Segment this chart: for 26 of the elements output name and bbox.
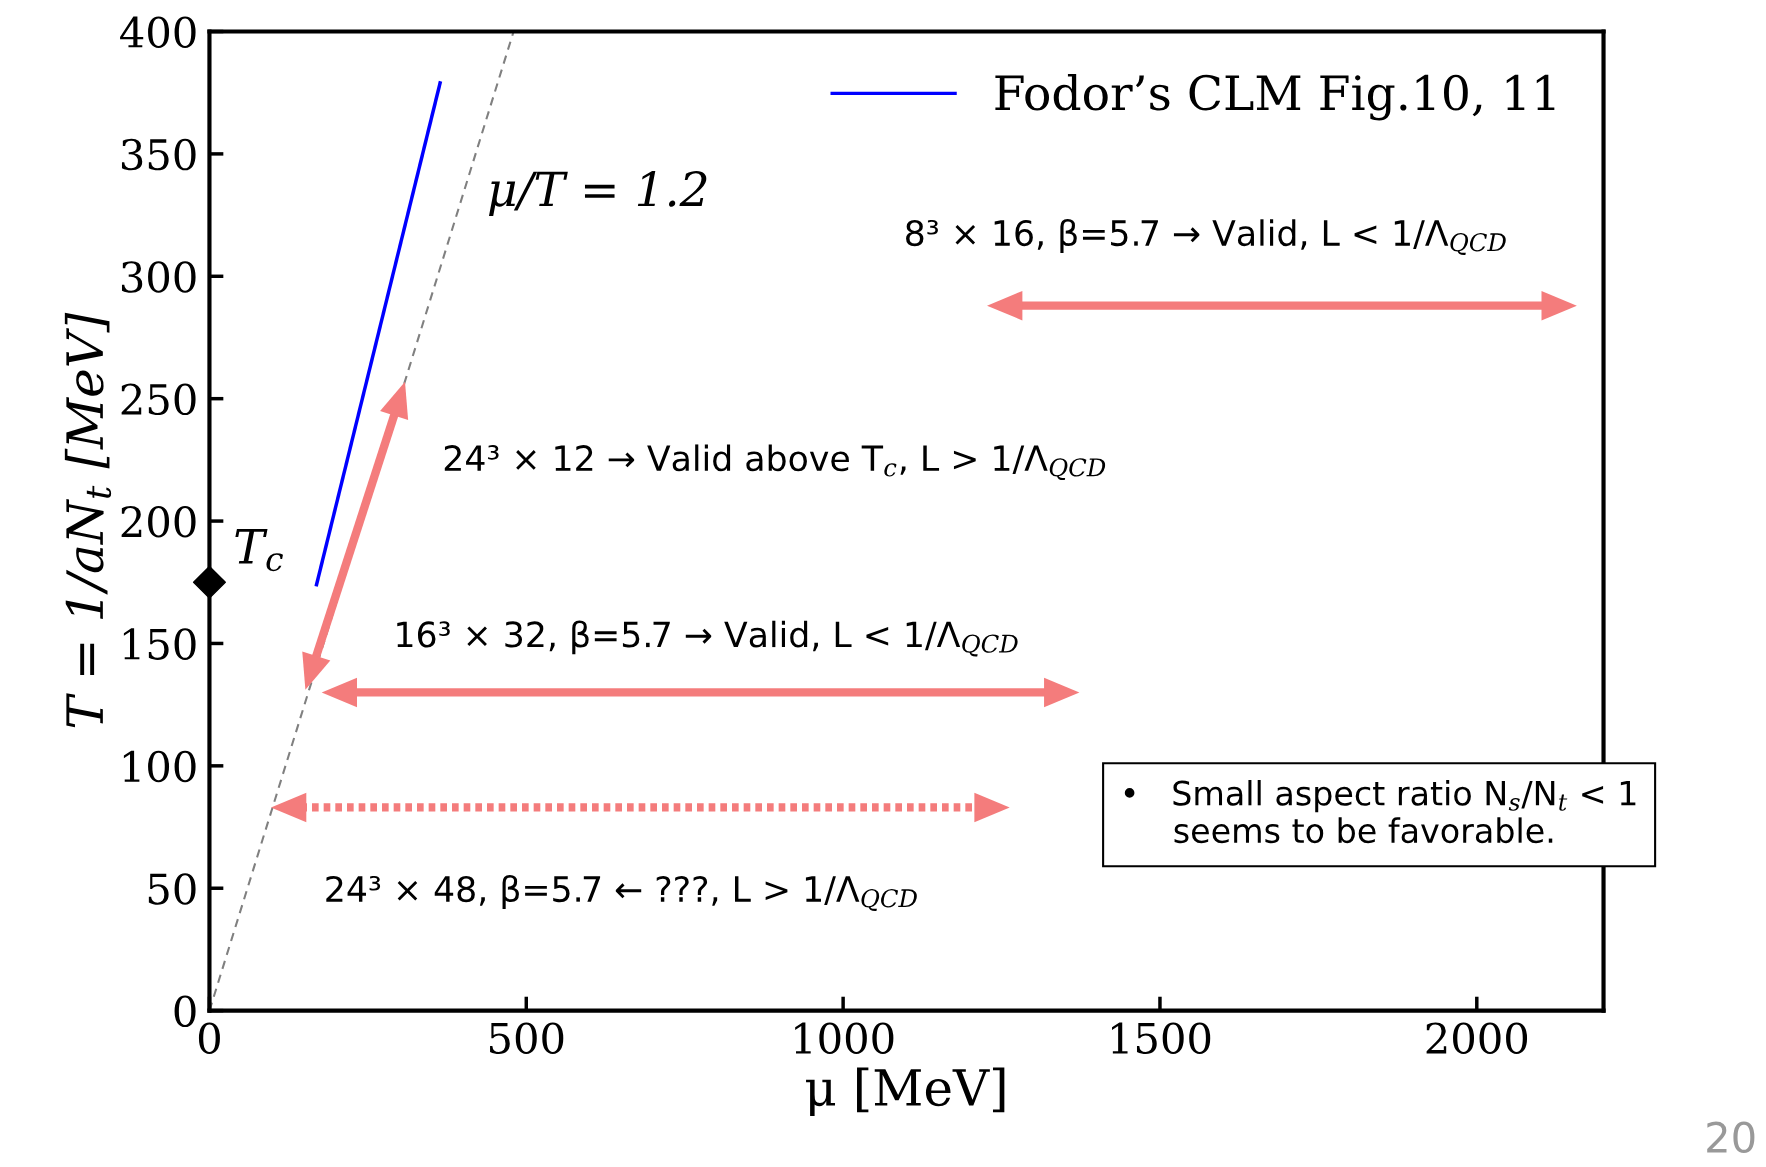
y-axis-title: T = 1/aN$_{t}$ [MeV] (64, 312, 112, 728)
x-tick-label: 2000 (1426, 1022, 1528, 1054)
y-tick-label: 300 (121, 261, 196, 293)
x-axis-title: μ [MeV] (806, 1067, 1005, 1116)
y-tick-label: 50 (148, 873, 196, 905)
legend-label: Fodor’s CLM Fig.10, 11 (995, 74, 1555, 121)
annotation: 8³ × 16, β=5.7 → Valid, L < 1/Λ$_{QCD}$ (906, 219, 1506, 255)
y-tick-label: 150 (123, 628, 196, 660)
y-tick-label: 400 (120, 16, 196, 48)
y-tick-label: 350 (121, 138, 196, 171)
y-tick-label: 250 (121, 383, 196, 416)
annotation: T$_{c}$ (235, 529, 283, 572)
annotation: • Small aspect ratio N$_{s}$/N$_{t}$ < 1 seems to be favorable. (1124, 779, 1636, 844)
annotation: 16³ × 32, β=5.7 → Valid, L < 1/Λ$_{QCD}$ (397, 620, 1018, 657)
point (192, 565, 226, 599)
x-tick-label: 500 (490, 1022, 564, 1054)
y-tick-label: 200 (121, 505, 196, 538)
annotation: 24³ × 48, β=5.7 ← ???, L > 1/Λ$_{QCD}$ (326, 875, 917, 911)
x-tick-label: 0 (198, 1022, 220, 1054)
annotation: μ/T = 1.2 (488, 171, 707, 216)
x-tick-label: 1000 (795, 1022, 894, 1054)
y-tick-label: 0 (174, 995, 196, 1028)
y-tick-label: 100 (123, 750, 196, 783)
annotation: 24³ × 12 → Valid above T$_{c}$, L > 1/Λ$_{QCD}$ (444, 444, 1106, 481)
text: 20 (1707, 1121, 1755, 1154)
x-tick-label: 1500 (1112, 1022, 1211, 1054)
